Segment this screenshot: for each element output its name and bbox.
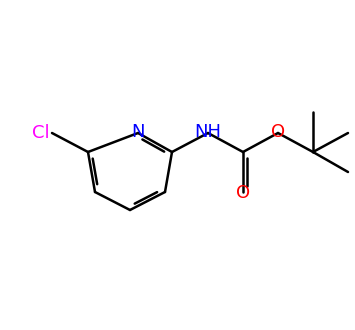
Text: Cl: Cl [32, 124, 50, 142]
Text: NH: NH [195, 123, 222, 141]
Text: N: N [131, 123, 145, 141]
Text: O: O [271, 123, 285, 141]
Text: O: O [236, 184, 250, 202]
